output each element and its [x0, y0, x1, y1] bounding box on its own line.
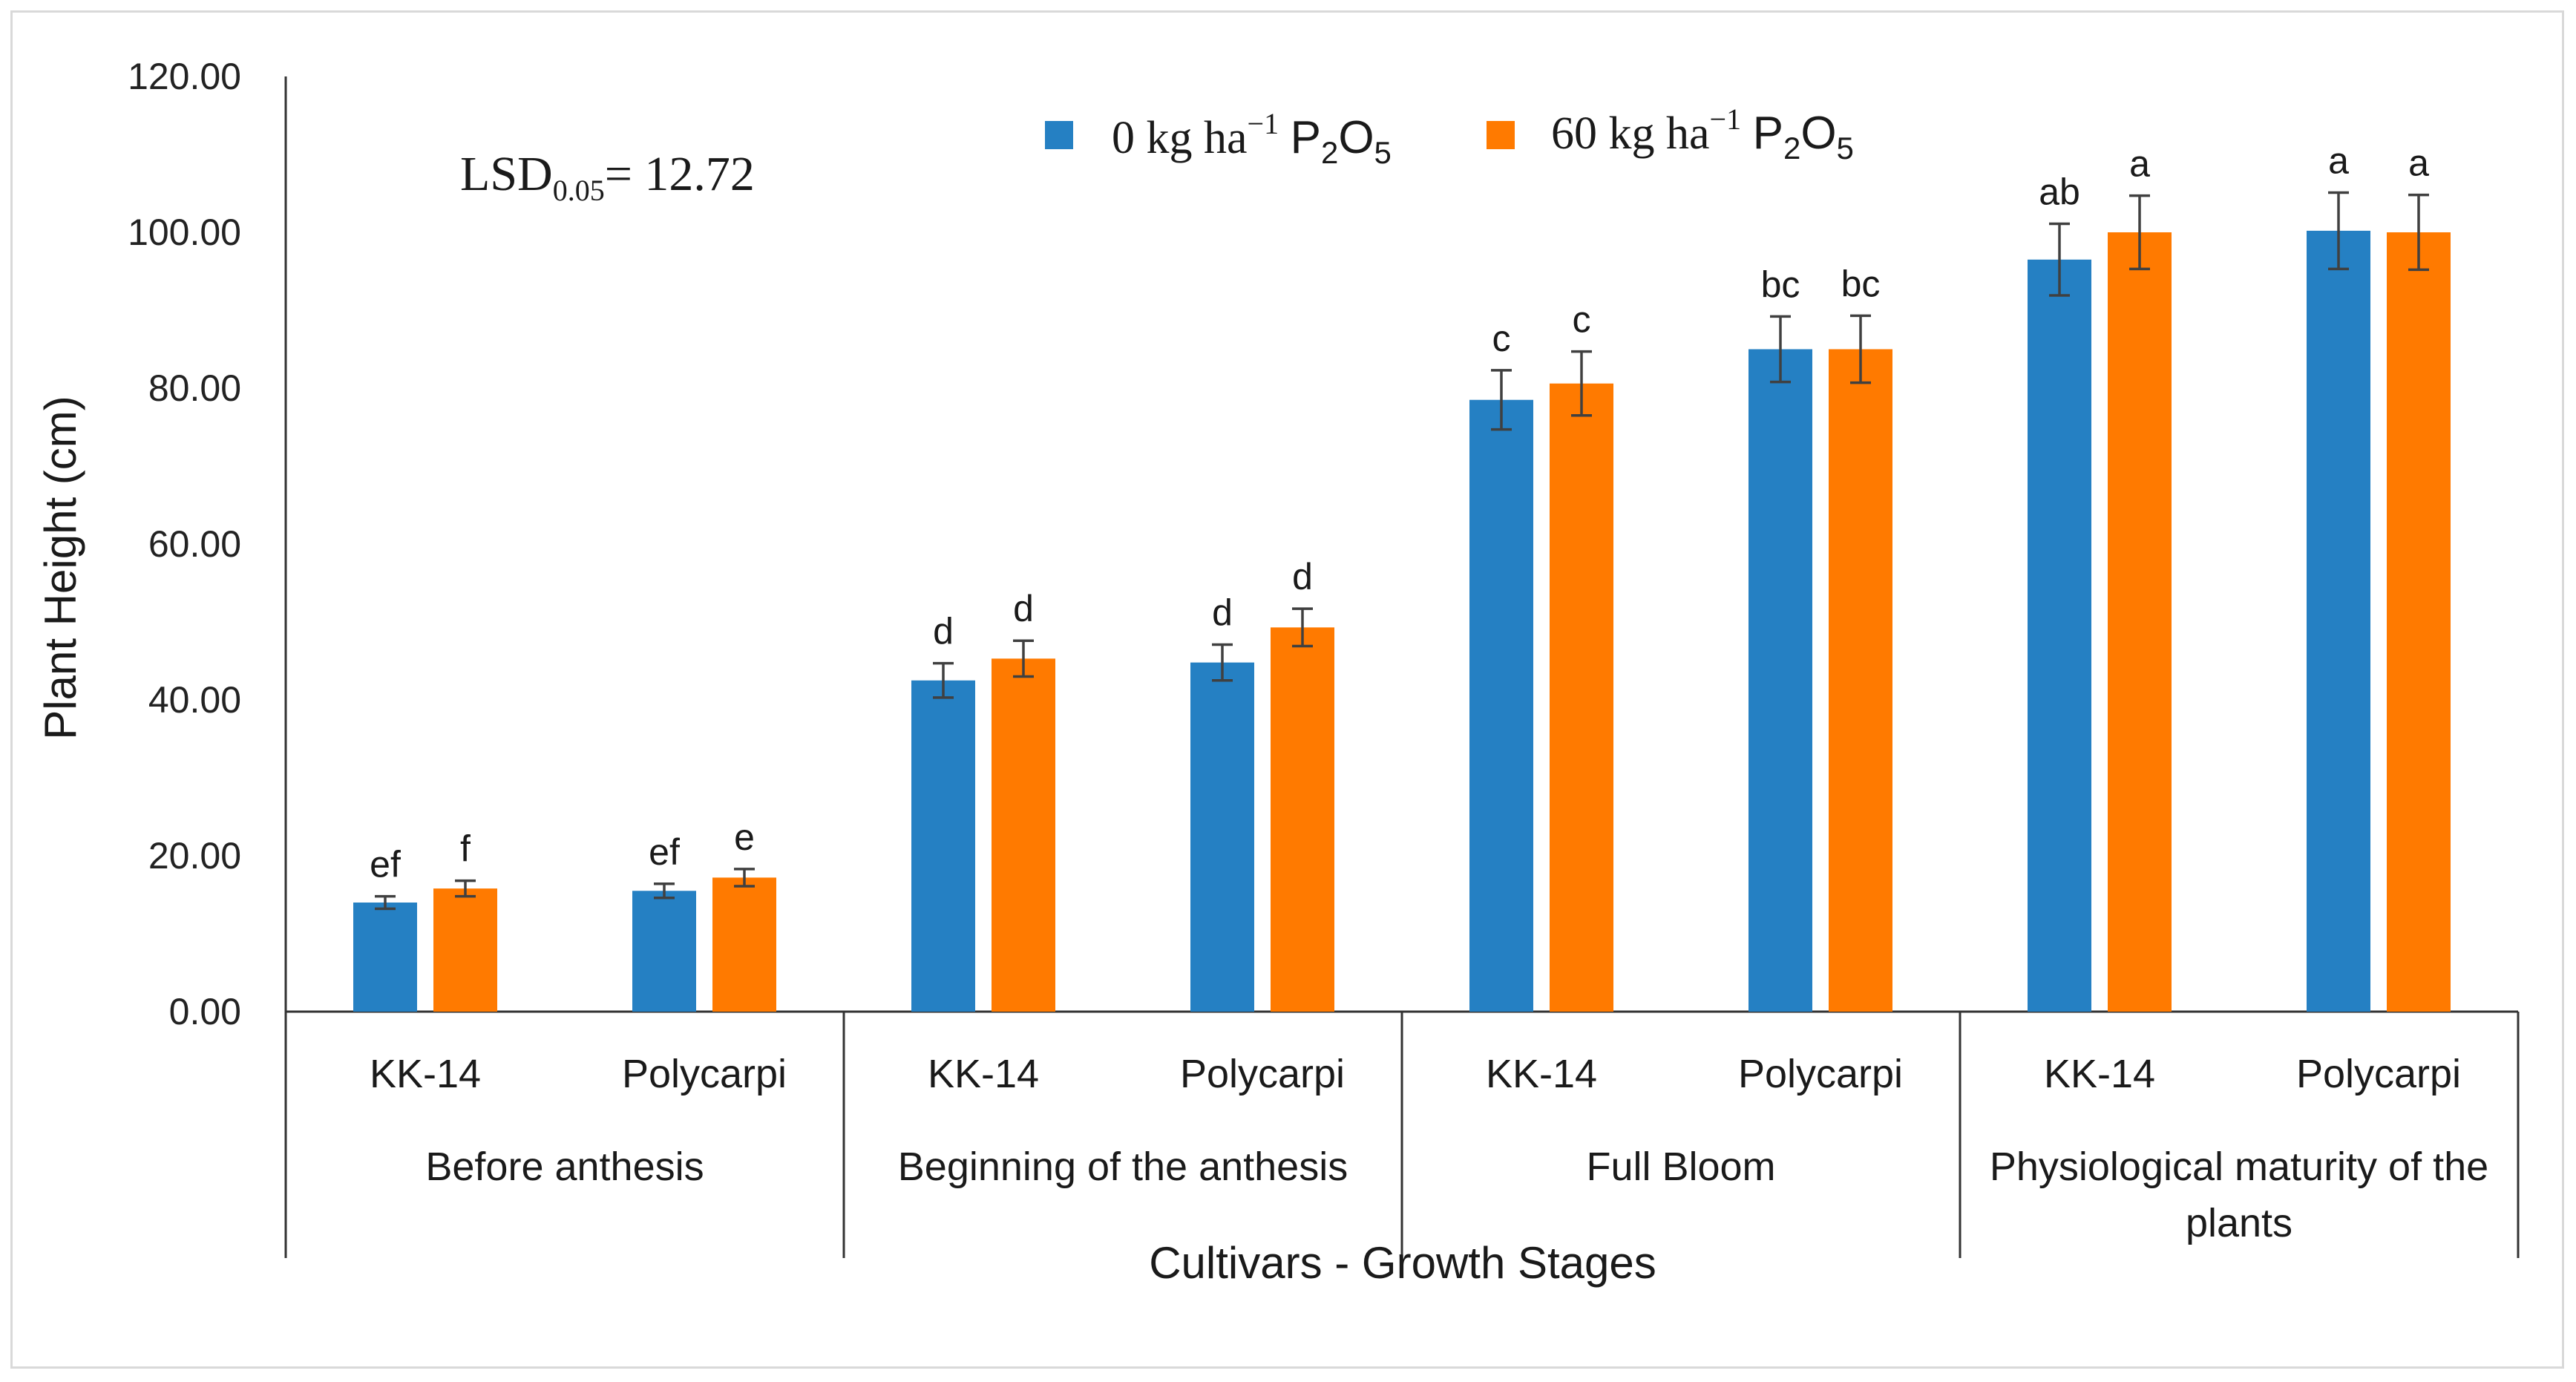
y-tick-label: 40.00 — [148, 679, 241, 721]
legend-label-60kg: 60 kg ha−1 P2O5 — [1551, 102, 1854, 166]
bar — [2028, 259, 2091, 1012]
cultivar-label: Polycarpi — [1180, 1052, 1345, 1096]
legend-swatch-0kg — [1045, 121, 1073, 149]
y-tick-label: 60.00 — [148, 523, 241, 565]
cultivar-label: Polycarpi — [622, 1052, 787, 1096]
significance-letter: a — [2129, 143, 2150, 185]
significance-letter: e — [734, 816, 755, 858]
error-bars — [375, 191, 2429, 911]
bar — [2387, 232, 2451, 1012]
x-axis-title: Cultivars - Growth Stages — [1149, 1238, 1656, 1288]
bar — [1829, 349, 1892, 1012]
significance-letter: d — [1212, 592, 1233, 633]
significance-letter: bc — [1841, 263, 1881, 304]
bar — [992, 658, 1055, 1012]
cultivar-label: Polycarpi — [2296, 1052, 2461, 1096]
cultivar-label: KK-14 — [1486, 1052, 1597, 1096]
bar — [2108, 232, 2172, 1012]
significance-letter: c — [1492, 318, 1511, 359]
lsd-value: = 12.72 — [605, 147, 755, 201]
lsd-annotation: LSD0.05= 12.72 — [460, 147, 755, 207]
stage-label: Physiological maturity of the — [1990, 1144, 2488, 1189]
bar — [632, 891, 696, 1012]
y-tick-label: 120.00 — [128, 56, 241, 97]
bars — [353, 230, 2451, 1012]
bar — [1749, 349, 1812, 1012]
bar — [1271, 627, 1334, 1012]
bar — [1550, 383, 1613, 1012]
stage-label: Before anthesis — [425, 1144, 704, 1189]
cultivar-label: KK-14 — [928, 1052, 1039, 1096]
stage-label: Full Bloom — [1586, 1144, 1775, 1189]
significance-letter: bc — [1761, 263, 1800, 305]
y-axis-title: Plant Height (cm) — [36, 396, 85, 739]
bar — [1469, 399, 1533, 1012]
x-axis: KK-14 Polycarpi Before anthesis KK-14 Polyca… — [284, 1010, 2520, 1258]
significance-letters: ef f ef e d d d d c c bc bc ab a a a — [370, 140, 2429, 885]
legend-label-0kg: 0 kg ha−1 P2O5 — [1112, 107, 1392, 170]
legend: 0 kg ha−1 P2O5 60 kg ha−1 P2O5 — [1045, 102, 1854, 170]
significance-letter: a — [2408, 143, 2429, 184]
y-tick-label: 20.00 — [148, 835, 241, 877]
cultivar-label: Polycarpi — [1738, 1052, 1903, 1096]
bar — [2307, 230, 2370, 1012]
bar — [911, 680, 975, 1012]
significance-letter: d — [1013, 588, 1034, 629]
stage-label: plants — [2186, 1201, 2292, 1245]
y-tick-label: 100.00 — [128, 212, 241, 253]
cultivar-label: KK-14 — [370, 1052, 481, 1096]
cultivar-label: KK-14 — [2044, 1052, 2155, 1096]
y-tick-label: 0.00 — [169, 991, 241, 1032]
bar — [433, 888, 497, 1012]
y-axis: 0.00 20.00 40.00 60.00 80.00 100.00 120.00 — [128, 56, 287, 1032]
stage-label: Beginning of the anthesis — [898, 1144, 1348, 1189]
significance-letter: c — [1573, 299, 1591, 341]
significance-letter: f — [460, 828, 471, 870]
bar — [712, 877, 776, 1012]
bar — [1190, 662, 1254, 1012]
significance-letter: a — [2328, 140, 2349, 181]
significance-letter: d — [933, 611, 954, 652]
lsd-label: LSD — [460, 147, 553, 201]
significance-letter: ef — [370, 844, 401, 885]
bar — [353, 903, 417, 1012]
significance-letter: d — [1292, 556, 1313, 597]
significance-letter: ef — [649, 831, 680, 873]
significance-letter: ab — [2039, 171, 2080, 212]
legend-swatch-60kg — [1487, 121, 1515, 149]
lsd-subscript: 0.05 — [553, 174, 605, 207]
y-tick-label: 80.00 — [148, 367, 241, 409]
